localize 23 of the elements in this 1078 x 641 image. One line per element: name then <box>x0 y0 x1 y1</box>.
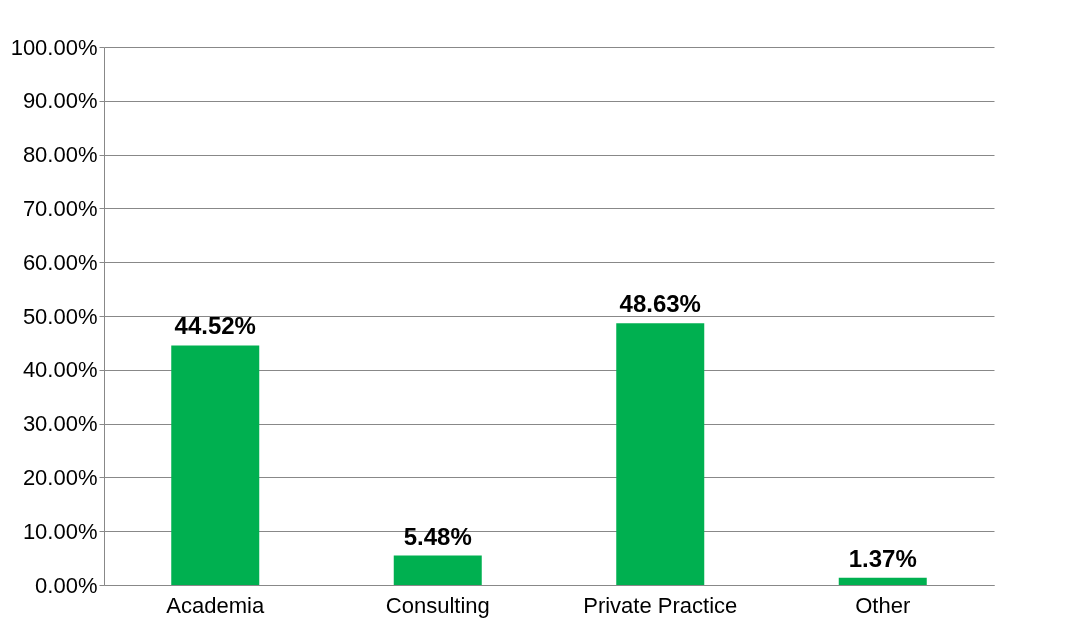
bar <box>838 577 927 585</box>
x-tick-label: Private Practice <box>583 592 738 618</box>
data-label: 48.63% <box>619 290 701 318</box>
y-tick-label: 20.00% <box>22 464 98 490</box>
y-tick-label: 50.00% <box>22 303 98 329</box>
x-tick-label: Academia <box>166 592 265 618</box>
y-tick-label: 100.00% <box>10 34 98 60</box>
bar <box>171 345 260 585</box>
y-tick-label: 90.00% <box>22 88 98 114</box>
y-tick-label: 30.00% <box>22 411 98 437</box>
x-tick-label: Other <box>855 592 911 618</box>
data-label: 1.37% <box>848 544 917 572</box>
x-tick-label: Consulting <box>385 592 490 618</box>
bar <box>616 323 705 585</box>
y-tick-label: 80.00% <box>22 142 98 168</box>
y-tick-label: 70.00% <box>22 195 98 221</box>
bar <box>393 555 482 585</box>
data-label: 5.48% <box>403 522 472 550</box>
y-tick-label: 0.00% <box>35 572 98 598</box>
data-label: 44.52% <box>174 312 256 340</box>
y-tick-label: 40.00% <box>22 357 98 383</box>
y-tick-label: 10.00% <box>22 518 98 544</box>
y-tick-label: 60.00% <box>22 249 98 275</box>
